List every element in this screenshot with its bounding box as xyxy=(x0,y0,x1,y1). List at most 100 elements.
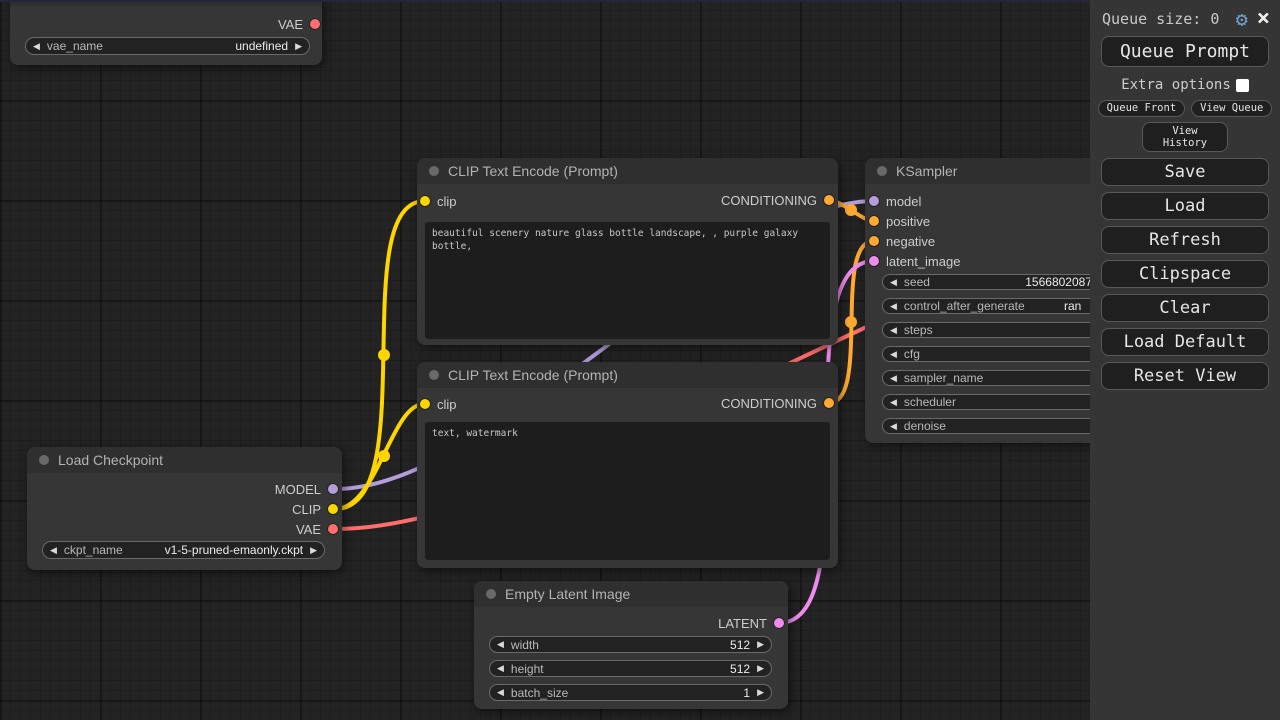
model-output-slot: MODEL xyxy=(275,481,338,497)
control-sidebar: Queue size: 0 ⚙ × Queue Prompt Extra opt… xyxy=(1090,0,1280,720)
node-title: CLIP Text Encode (Prompt) xyxy=(448,163,618,179)
queue-front-button[interactable]: Queue Front xyxy=(1097,100,1186,117)
increment-arrow-icon[interactable]: ▶ xyxy=(757,687,764,697)
latent-slot-dot[interactable] xyxy=(774,618,784,628)
increment-arrow-icon[interactable]: ▶ xyxy=(757,639,764,649)
conditioning-slot-dot[interactable] xyxy=(824,398,834,408)
refresh-button[interactable]: Refresh xyxy=(1101,226,1269,254)
widget-name: control_after_generate xyxy=(903,299,1025,313)
clip-output-slot: CLIP xyxy=(292,501,338,517)
latent-output-slot: LATENT xyxy=(718,615,784,631)
gear-icon[interactable]: ⚙ xyxy=(1235,7,1248,31)
reset-view-button[interactable]: Reset View xyxy=(1101,362,1269,390)
clip-slot-dot[interactable] xyxy=(420,196,430,206)
node-title-bar[interactable]: Load Checkpoint xyxy=(27,447,342,473)
widget-value: 1 xyxy=(743,685,751,700)
node-title: KSampler xyxy=(896,163,958,179)
node-title-bar[interactable]: CLIP Text Encode (Prompt) xyxy=(417,362,838,388)
model-slot-dot[interactable] xyxy=(328,484,338,494)
node-clip-text-encode-positive[interactable]: CLIP Text Encode (Prompt) clip CONDITION… xyxy=(417,158,838,345)
save-button[interactable]: Save xyxy=(1101,158,1269,186)
decrement-arrow-icon[interactable]: ◀ xyxy=(890,396,897,407)
canvas-top-border xyxy=(0,0,1280,2)
conditioning-slot-dot[interactable] xyxy=(869,236,879,246)
decrement-arrow-icon[interactable]: ◀ xyxy=(33,40,40,51)
collapse-dot-icon[interactable] xyxy=(429,166,439,176)
ckpt-name-widget[interactable]: ◀ ckpt_name v1-5-pruned-emaonly.ckpt ▶ xyxy=(42,541,325,559)
load-button[interactable]: Load xyxy=(1101,192,1269,220)
node-title-bar[interactable] xyxy=(10,0,322,6)
clip-input-slot: clip xyxy=(420,193,457,209)
collapse-dot-icon[interactable] xyxy=(429,370,439,380)
decrement-arrow-icon[interactable]: ◀ xyxy=(890,324,897,335)
decrement-arrow-icon[interactable]: ◀ xyxy=(890,348,897,359)
latent-slot-dot[interactable] xyxy=(869,256,879,266)
node-title: CLIP Text Encode (Prompt) xyxy=(448,367,618,383)
widget-value: ran xyxy=(1064,299,1082,313)
model-slot-dot[interactable] xyxy=(869,196,879,206)
negative-prompt-input[interactable]: text, watermark xyxy=(425,422,830,560)
height-widget[interactable]: ◀ height 512 ▶ xyxy=(489,660,772,677)
decrement-arrow-icon[interactable]: ◀ xyxy=(890,420,897,431)
queue-size-label: Queue size: 0 xyxy=(1102,10,1220,28)
widget-value: undefined xyxy=(235,39,289,53)
decrement-arrow-icon[interactable]: ◀ xyxy=(497,663,504,673)
widget-value: 1566802087 xyxy=(1025,275,1092,289)
increment-arrow-icon[interactable]: ▶ xyxy=(295,40,302,51)
decrement-arrow-icon[interactable]: ◀ xyxy=(497,639,504,649)
conditioning-output-slot: CONDITIONING xyxy=(721,395,834,411)
view-history-button[interactable]: View History xyxy=(1142,122,1228,152)
load-default-button[interactable]: Load Default xyxy=(1101,328,1269,356)
node-clip-text-encode-negative[interactable]: CLIP Text Encode (Prompt) clip CONDITION… xyxy=(417,362,838,568)
batch-size-widget[interactable]: ◀ batch_size 1 ▶ xyxy=(489,684,772,701)
decrement-arrow-icon[interactable]: ◀ xyxy=(890,276,897,287)
slot-label: CONDITIONING xyxy=(720,395,817,411)
widget-name: height xyxy=(510,661,544,676)
close-icon[interactable]: × xyxy=(1256,6,1270,31)
queue-prompt-button[interactable]: Queue Prompt xyxy=(1101,36,1269,67)
vae-slot-dot[interactable] xyxy=(310,19,320,29)
vae-slot-dot[interactable] xyxy=(328,524,338,534)
widget-name: width xyxy=(510,637,539,652)
widget-name: ckpt_name xyxy=(63,543,123,557)
vae-name-widget[interactable]: ◀ vae_name undefined ▶ xyxy=(25,37,310,55)
decrement-arrow-icon[interactable]: ◀ xyxy=(497,687,504,697)
decrement-arrow-icon[interactable]: ◀ xyxy=(890,300,897,311)
widget-name: denoise xyxy=(903,419,946,433)
slot-label: negative xyxy=(886,233,936,249)
node-title-bar[interactable]: CLIP Text Encode (Prompt) xyxy=(417,158,838,184)
slot-label: clip xyxy=(437,193,457,209)
node-title-bar[interactable]: Empty Latent Image xyxy=(474,581,788,607)
increment-arrow-icon[interactable]: ▶ xyxy=(757,663,764,673)
widget-name: sampler_name xyxy=(903,371,984,385)
increment-arrow-icon[interactable]: ▶ xyxy=(310,544,317,555)
clear-button[interactable]: Clear xyxy=(1101,294,1269,322)
conditioning-slot-dot[interactable] xyxy=(824,195,834,205)
clipspace-button[interactable]: Clipspace xyxy=(1101,260,1269,288)
slot-label: CLIP xyxy=(292,501,321,517)
decrement-arrow-icon[interactable]: ◀ xyxy=(890,372,897,383)
widget-name: seed xyxy=(903,275,930,289)
vae-output-slot: VAE xyxy=(278,16,320,32)
clip-slot-dot[interactable] xyxy=(420,399,430,409)
node-load-checkpoint[interactable]: Load Checkpoint MODEL CLIP VAE ◀ ckpt_na… xyxy=(27,447,342,570)
conditioning-slot-dot[interactable] xyxy=(869,216,879,226)
node-load-vae[interactable]: VAE ◀ vae_name undefined ▶ xyxy=(10,0,322,65)
positive-prompt-input[interactable]: beautiful scenery nature glass bottle la… xyxy=(425,222,830,339)
widget-value: 512 xyxy=(730,661,751,676)
widget-name: batch_size xyxy=(510,685,569,700)
widget-name: cfg xyxy=(903,347,920,361)
slot-label: LATENT xyxy=(718,615,767,631)
width-widget[interactable]: ◀ width 512 ▶ xyxy=(489,636,772,653)
decrement-arrow-icon[interactable]: ◀ xyxy=(50,544,57,555)
extra-options-checkbox[interactable] xyxy=(1235,78,1249,92)
node-empty-latent-image[interactable]: Empty Latent Image LATENT ◀ width 512 ▶ … xyxy=(474,581,788,709)
view-queue-button[interactable]: View Queue xyxy=(1191,100,1273,117)
widget-name: vae_name xyxy=(46,39,103,53)
collapse-dot-icon[interactable] xyxy=(486,589,496,599)
clip-slot-dot[interactable] xyxy=(328,504,338,514)
collapse-dot-icon[interactable] xyxy=(877,166,887,176)
slot-label: VAE xyxy=(277,16,303,32)
conditioning-output-slot: CONDITIONING xyxy=(721,192,834,208)
collapse-dot-icon[interactable] xyxy=(39,455,49,465)
